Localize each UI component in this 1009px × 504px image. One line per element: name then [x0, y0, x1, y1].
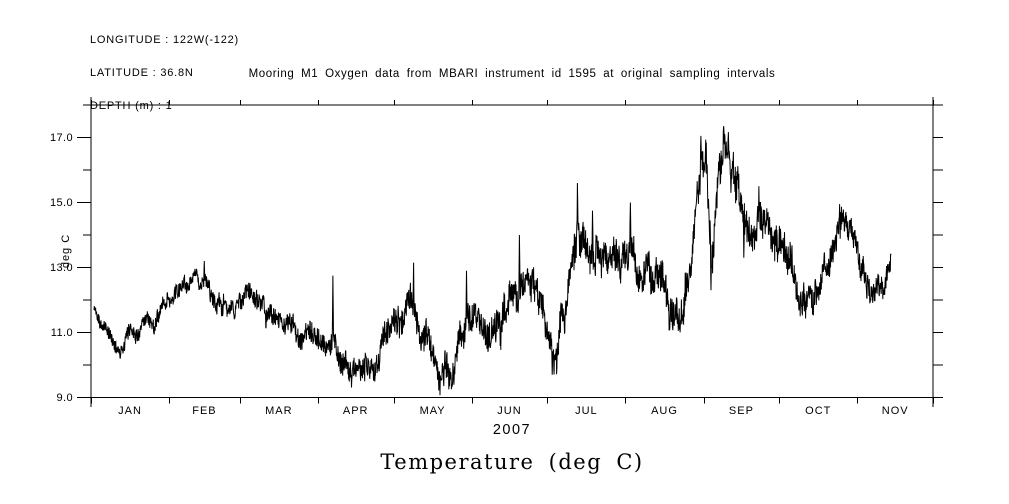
x-tick-label: JUN	[497, 405, 522, 417]
y-tick-label: 13.0	[49, 261, 73, 274]
y-tick-label: 17.0	[49, 131, 73, 144]
chart-title: Mooring M1 Oxygen data from MBARI instru…	[248, 68, 776, 80]
x-tick-label: AUG	[651, 405, 678, 417]
latitude-label: LATITUDE : 36.8N	[90, 67, 194, 79]
bottom-caption: Temperature (deg C)	[380, 450, 644, 474]
temperature-series-line	[93, 126, 892, 396]
depth-label: DEPTH (m) : 1	[90, 100, 173, 112]
x-tick-label: FEB	[192, 405, 217, 417]
x-axis-year-label: 2007	[492, 422, 532, 438]
x-tick-label: APR	[342, 405, 369, 417]
x-tick-label: NOV	[881, 405, 909, 417]
x-tick-label: MAY	[419, 405, 446, 417]
x-tick-label: JUL	[575, 405, 598, 417]
x-tick-label: JAN	[118, 405, 142, 417]
y-tick-label: 11.0	[50, 326, 73, 339]
x-tick-label: SEP	[728, 405, 754, 417]
x-tick-label: OCT	[805, 405, 832, 417]
header-info: LONGITUDE : 122W(-122) LATITUDE : 36.8N …	[90, 13, 239, 134]
x-tick-label: MAR	[265, 405, 293, 417]
y-tick-label: 15.0	[49, 196, 73, 209]
y-tick-label: 9.0	[56, 391, 73, 404]
longitude-label: LONGITUDE : 122W(-122)	[90, 34, 240, 46]
